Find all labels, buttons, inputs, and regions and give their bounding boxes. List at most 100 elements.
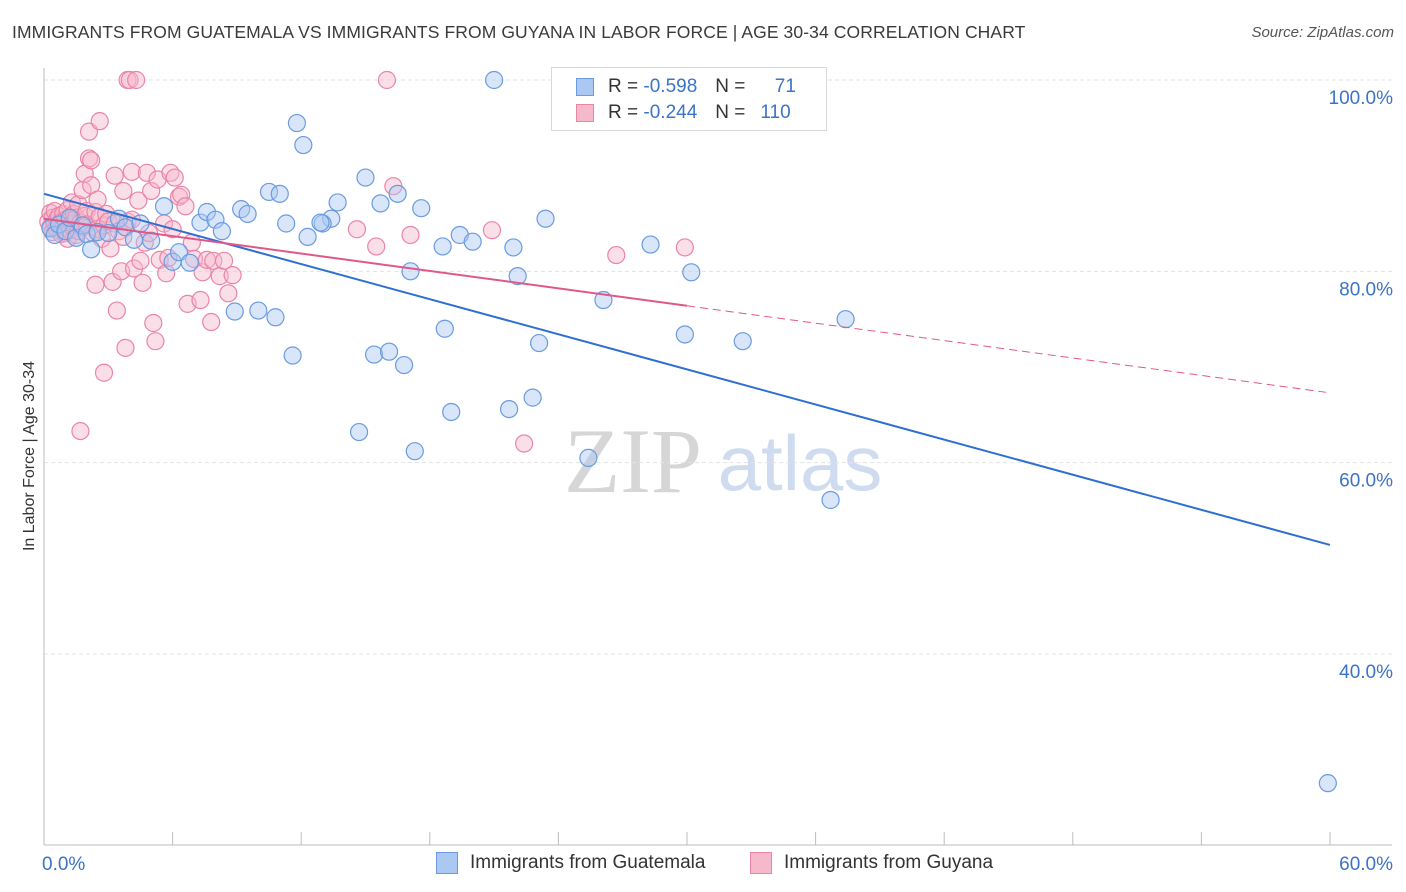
guatemala-legend-swatch	[436, 852, 458, 874]
legend-item-guyana: Immigrants from Guyana	[750, 852, 993, 874]
guyana-swatch	[576, 104, 594, 122]
guatemala-point	[394, 355, 414, 375]
guatemala-point	[298, 227, 317, 246]
guyana-point	[146, 332, 165, 351]
guyana-point	[347, 220, 367, 239]
guyana-point	[401, 225, 420, 245]
guatemala-point	[180, 253, 199, 272]
gridlines	[44, 79, 1392, 655]
guatemala-point	[508, 267, 527, 286]
guatemala-point	[283, 346, 302, 365]
watermark-zip: ZIP	[564, 410, 702, 512]
guyana-point	[133, 273, 152, 292]
guyana-point	[142, 181, 161, 201]
guatemala-point	[277, 214, 296, 233]
guatemala-point	[485, 70, 504, 90]
y-tick-label: 100.0%	[1329, 88, 1394, 109]
guyana-point	[172, 185, 191, 204]
guatemala-point	[675, 325, 694, 344]
source-label: Source: ZipAtlas.com	[1251, 24, 1394, 41]
guyana-point	[165, 168, 184, 187]
guatemala-point	[56, 222, 75, 241]
guatemala-point	[225, 302, 244, 321]
guatemala-point	[523, 388, 542, 407]
guatemala-point	[266, 308, 285, 327]
legend-row-guatemala: R = -0.598 N = 71	[576, 75, 796, 99]
guatemala-point	[388, 184, 407, 203]
guyana-point	[137, 163, 156, 182]
trend-lines	[43, 192, 1331, 546]
guatemala-point	[412, 199, 431, 218]
guatemala-point	[364, 345, 384, 364]
guyana-point	[377, 70, 397, 90]
legend-r-value-guatemala: -0.598	[643, 76, 698, 97]
guyana-point	[157, 264, 176, 283]
guyana-point	[144, 313, 163, 333]
legend-n-value-guyana: 110	[760, 102, 791, 123]
guatemala-point	[212, 222, 231, 241]
guyana-point	[482, 221, 502, 240]
correlation-legend: R = -0.598 N = 71 R = -0.244 N = 110	[551, 67, 827, 131]
guatemala-point	[356, 168, 375, 187]
guatemala-point	[191, 213, 210, 232]
legend-r-value-guyana: -0.244	[643, 102, 698, 123]
guyana-point	[94, 363, 114, 382]
guyana-point	[202, 312, 221, 332]
guyana-point	[131, 251, 150, 270]
guyana-trend-line	[43, 217, 688, 307]
guatemala-point	[328, 193, 347, 212]
x-tick-label: 0.0%	[42, 854, 85, 875]
guyana-point	[114, 181, 133, 201]
legend-item-guatemala: Immigrants from Guatemala	[436, 852, 705, 874]
guatemala-point	[322, 209, 341, 228]
guatemala-point	[270, 184, 289, 203]
guatemala-point	[1318, 774, 1337, 793]
guatemala-point	[349, 422, 369, 442]
guyana-point	[127, 70, 146, 90]
guatemala-point	[206, 210, 225, 229]
guyana-point	[105, 166, 124, 185]
guyana-point	[135, 233, 154, 252]
guyana-point	[116, 338, 135, 357]
guatemala-point	[530, 333, 549, 353]
guyana-legend-swatch	[750, 852, 772, 874]
guatemala-trend-line	[43, 192, 1331, 546]
guatemala-point	[82, 240, 101, 259]
watermark: ZIP atlas	[564, 410, 882, 512]
guyana-point	[129, 191, 148, 210]
guyana-point	[107, 301, 126, 320]
guyana-point	[71, 421, 90, 441]
legend-r-label: R =	[608, 102, 639, 123]
guyana-point	[120, 70, 139, 90]
guatemala-point	[379, 342, 399, 361]
guatemala-point	[442, 402, 461, 422]
guatemala-swatch	[576, 78, 594, 96]
y-tick-label: 60.0%	[1339, 471, 1393, 492]
x-tick-label: 60.0%	[1339, 854, 1393, 875]
guatemala-point	[294, 135, 313, 155]
guatemala-point	[536, 209, 555, 228]
guyana-point	[675, 238, 694, 257]
guyana-point	[191, 290, 210, 310]
guatemala-point	[579, 448, 598, 467]
guatemala-point	[433, 237, 452, 256]
guatemala-point	[500, 399, 519, 419]
guyana-point	[82, 151, 101, 170]
guatemala-point	[45, 225, 64, 245]
y-tick-label: 80.0%	[1339, 279, 1393, 300]
guatemala-point	[154, 197, 174, 216]
guatemala-legend-label: Immigrants from Guatemala	[470, 852, 706, 873]
guatemala-point	[287, 113, 307, 133]
guatemala-point	[401, 262, 420, 281]
y-tick-label: 40.0%	[1339, 662, 1393, 683]
guyana-point	[90, 112, 109, 131]
guyana-point	[607, 245, 626, 265]
tick-labels: 100.0% 80.0% 60.0% 40.0% 0.0% 60.0%	[42, 88, 1393, 875]
legend-n-label: N =	[715, 102, 746, 123]
guyana-point	[223, 266, 242, 285]
guyana-point	[122, 162, 141, 181]
guatemala-point	[405, 442, 424, 461]
guatemala-point	[238, 204, 257, 224]
legend-n-value-guatemala: 71	[774, 76, 796, 97]
